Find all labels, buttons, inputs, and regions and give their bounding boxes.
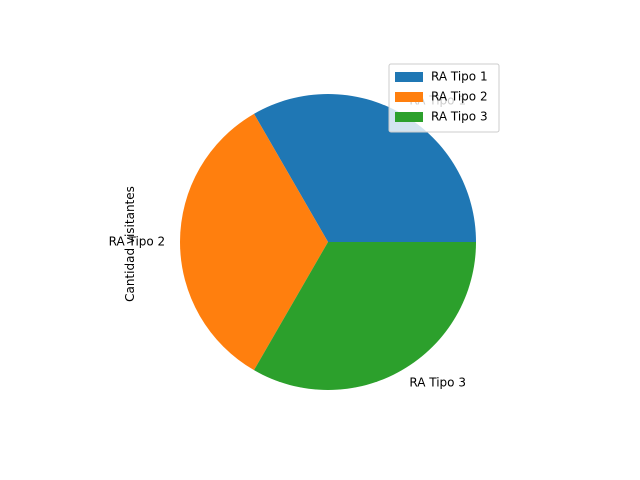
legend-label: RA Tipo 2 [431, 90, 488, 104]
pie-slices [179, 93, 476, 390]
legend-swatch [395, 92, 423, 102]
legend-label: RA Tipo 1 [431, 70, 488, 84]
legend-label: RA Tipo 3 [431, 110, 488, 124]
legend-swatch [395, 72, 423, 82]
y-axis-label: Cantidad visitantes [123, 186, 137, 302]
pie-slice [254, 242, 476, 390]
slice-label: RA Tipo 2 [109, 235, 166, 249]
slice-label: RA Tipo 3 [409, 375, 466, 389]
legend: RA Tipo 1 RA Tipo 2 RA Tipo 3 [388, 63, 500, 133]
legend-swatch [395, 112, 423, 122]
